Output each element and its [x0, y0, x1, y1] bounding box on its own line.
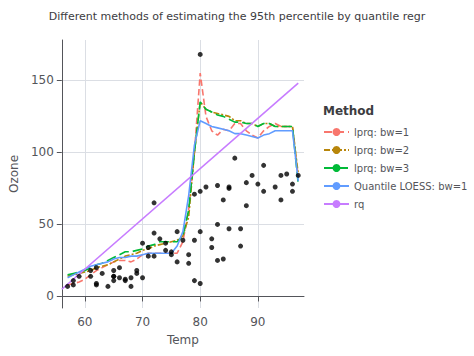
svg-text:0: 0	[46, 289, 54, 303]
svg-text:lprq: bw=1: lprq: bw=1	[354, 127, 409, 138]
svg-text:Quantile LOESS: bw=1: Quantile LOESS: bw=1	[354, 181, 467, 192]
svg-text:100: 100	[31, 145, 54, 159]
svg-text:70: 70	[135, 315, 150, 329]
svg-text:90: 90	[250, 315, 265, 329]
svg-text:rq: rq	[354, 199, 364, 210]
svg-text:Different methods of estimatin: Different methods of estimating the 95th…	[49, 10, 426, 23]
svg-text:80: 80	[193, 315, 208, 329]
svg-text:Ozone: Ozone	[7, 155, 21, 193]
svg-text:150: 150	[31, 73, 54, 87]
svg-text:Method: Method	[323, 104, 374, 118]
svg-text:Temp: Temp	[166, 333, 199, 347]
svg-text:lprq: bw=3: lprq: bw=3	[354, 163, 409, 174]
svg-text:60: 60	[77, 315, 92, 329]
svg-text:lprq: bw=2: lprq: bw=2	[354, 145, 409, 156]
svg-text:50: 50	[39, 217, 54, 231]
